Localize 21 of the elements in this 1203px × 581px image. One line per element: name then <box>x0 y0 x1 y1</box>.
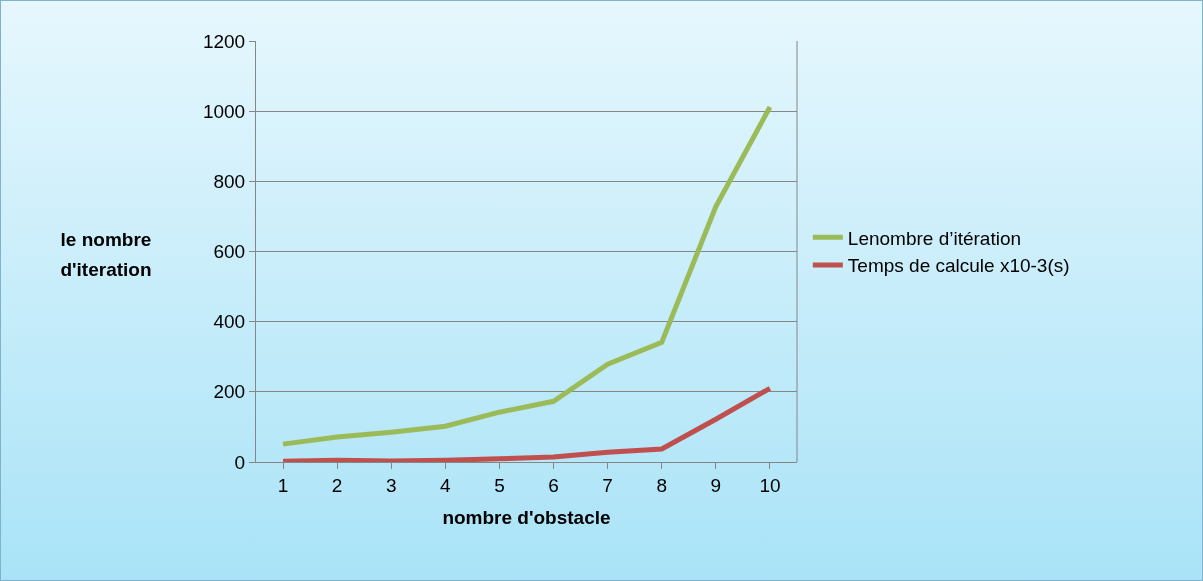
y-tick-label: 0 <box>234 451 246 473</box>
y-tick-label: 800 <box>213 170 246 192</box>
y-tick-label: 600 <box>213 241 246 263</box>
x-tick-label: 4 <box>440 474 452 496</box>
x-tick-label: 9 <box>710 474 722 496</box>
y-tick-label: 200 <box>213 381 246 403</box>
x-tick-label: 3 <box>385 474 397 496</box>
x-axis-title: nombre d'obstacle <box>442 506 611 528</box>
y-tick-label: 1000 <box>202 100 246 122</box>
y-tick-label: 400 <box>213 311 246 333</box>
x-tick-label: 8 <box>656 474 668 496</box>
legend-label: Lenombre d’itération <box>847 227 1022 249</box>
x-tick-label: 7 <box>602 474 613 496</box>
x-tick-label: 10 <box>759 474 781 496</box>
x-tick-label: 6 <box>548 474 559 496</box>
x-tick-label: 2 <box>331 474 343 496</box>
x-tick-label: 5 <box>494 474 505 496</box>
x-tick-label: 1 <box>277 474 289 496</box>
y-axis-title: le nombre d'iteration <box>59 228 153 282</box>
y-tick-label: 1200 <box>202 30 246 52</box>
legend-label: Temps de calcule x10-3(s) <box>847 255 1070 277</box>
